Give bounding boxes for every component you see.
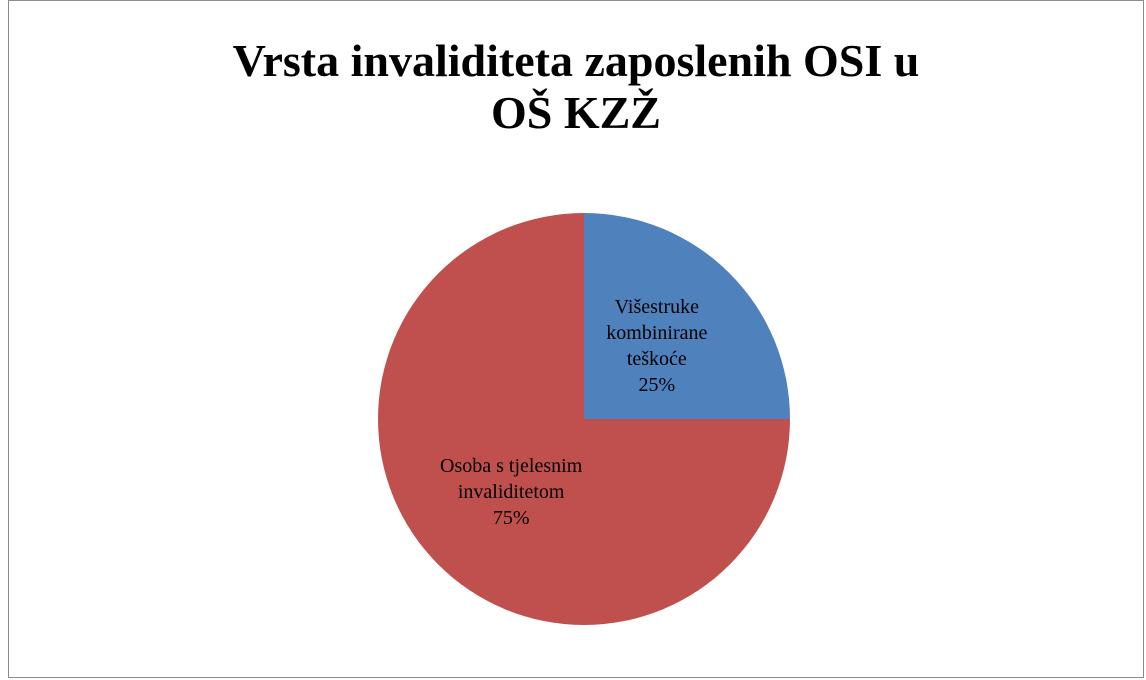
slice-label: Osoba s tjelesnim invaliditetom 75%	[406, 453, 616, 531]
slice-label: Višestruke kombinirane teškoće 25%	[587, 294, 727, 398]
slice-value: 75%	[492, 506, 530, 529]
pie-slice	[378, 213, 790, 625]
slice-category: Osoba s tjelesnim invaliditetom	[440, 454, 583, 503]
slice-value: 25%	[638, 374, 676, 397]
chart-frame: Vrsta invaliditeta zaposlenih OSI u OŠ K…	[8, 0, 1144, 678]
pie-area	[378, 213, 790, 625]
chart-title: Vrsta invaliditeta zaposlenih OSI u OŠ K…	[232, 35, 920, 138]
slice-category: Višestruke kombinirane teškoće	[606, 296, 708, 371]
pie-slice	[584, 213, 790, 419]
